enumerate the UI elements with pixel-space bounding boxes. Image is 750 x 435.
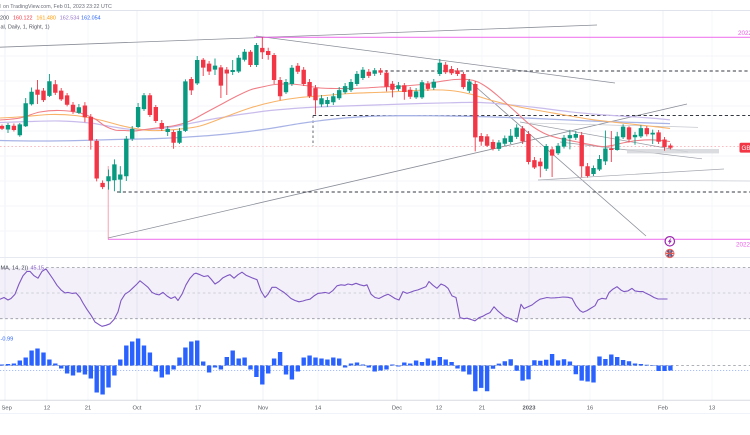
svg-text:Oct: Oct (132, 406, 141, 412)
svg-text:2022: 2022 (736, 242, 750, 249)
svg-text:MA, 14, 2)): MA, 14, 2)) (1, 265, 29, 271)
svg-text:al, Daily, 1, Right, 1): al, Daily, 1, Right, 1) (1, 24, 50, 30)
svg-text:Feb: Feb (658, 406, 668, 412)
svg-text:Nov: Nov (258, 406, 268, 412)
svg-text:on TradingView.com, Feb 01, 20: on TradingView.com, Feb 01, 2023 23:22 U… (3, 4, 112, 10)
svg-text:13: 13 (709, 406, 715, 412)
svg-text:14: 14 (315, 406, 322, 412)
svg-text:12: 12 (436, 406, 442, 412)
svg-text:GBP: GBP (742, 145, 750, 152)
svg-text:Dec: Dec (392, 406, 402, 412)
svg-text:12: 12 (44, 406, 50, 412)
svg-text:21: 21 (85, 406, 91, 412)
svg-text:160.122: 160.122 (13, 15, 33, 21)
svg-text:Sep: Sep (2, 406, 12, 412)
svg-text:45.15: 45.15 (31, 265, 45, 271)
svg-text:17: 17 (195, 406, 201, 412)
svg-text:l: l (0, 4, 1, 10)
svg-text:2022: 2022 (738, 30, 750, 37)
svg-text:162.534: 162.534 (60, 15, 80, 21)
svg-text:16: 16 (587, 406, 593, 412)
svg-text:161.480: 161.480 (36, 15, 56, 21)
svg-text:200: 200 (0, 15, 9, 21)
svg-text:21: 21 (479, 406, 485, 412)
svg-text:162.054: 162.054 (81, 15, 101, 21)
svg-text:2023: 2023 (523, 406, 537, 412)
svg-text:-0.99: -0.99 (1, 336, 14, 342)
